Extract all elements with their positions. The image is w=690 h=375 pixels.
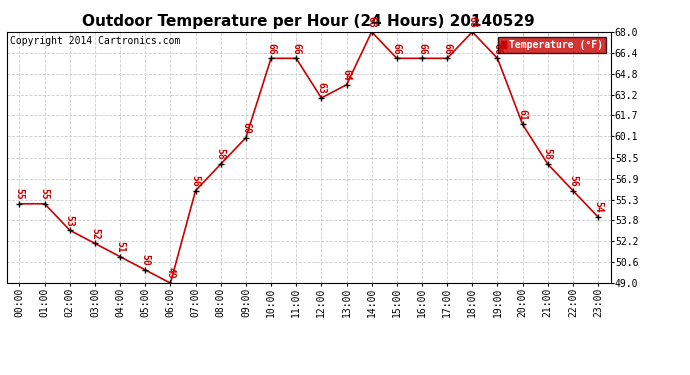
Text: 66: 66 xyxy=(291,43,302,54)
Text: 50: 50 xyxy=(140,254,150,266)
Text: 66: 66 xyxy=(442,43,452,54)
Text: 61: 61 xyxy=(518,109,528,120)
Text: 68: 68 xyxy=(366,16,377,28)
Legend: Temperature (°F): Temperature (°F) xyxy=(498,37,606,52)
Title: Outdoor Temperature per Hour (24 Hours) 20140529: Outdoor Temperature per Hour (24 Hours) … xyxy=(82,14,535,29)
Text: 63: 63 xyxy=(316,82,326,94)
Text: 66: 66 xyxy=(417,43,427,54)
Text: 56: 56 xyxy=(568,175,578,187)
Text: 58: 58 xyxy=(216,148,226,160)
Text: 66: 66 xyxy=(392,43,402,54)
Text: 52: 52 xyxy=(90,228,100,240)
Text: 68: 68 xyxy=(467,16,477,28)
Text: 55: 55 xyxy=(39,188,50,200)
Text: Copyright 2014 Cartronics.com: Copyright 2014 Cartronics.com xyxy=(10,36,180,46)
Text: 66: 66 xyxy=(493,43,502,54)
Text: 60: 60 xyxy=(241,122,251,134)
Text: 51: 51 xyxy=(115,241,125,253)
Text: 55: 55 xyxy=(14,188,24,200)
Text: 56: 56 xyxy=(190,175,201,187)
Text: 49: 49 xyxy=(166,267,175,279)
Text: 58: 58 xyxy=(543,148,553,160)
Text: 66: 66 xyxy=(266,43,276,54)
Text: 64: 64 xyxy=(342,69,351,81)
Text: 53: 53 xyxy=(65,214,75,226)
Text: 54: 54 xyxy=(593,201,603,213)
